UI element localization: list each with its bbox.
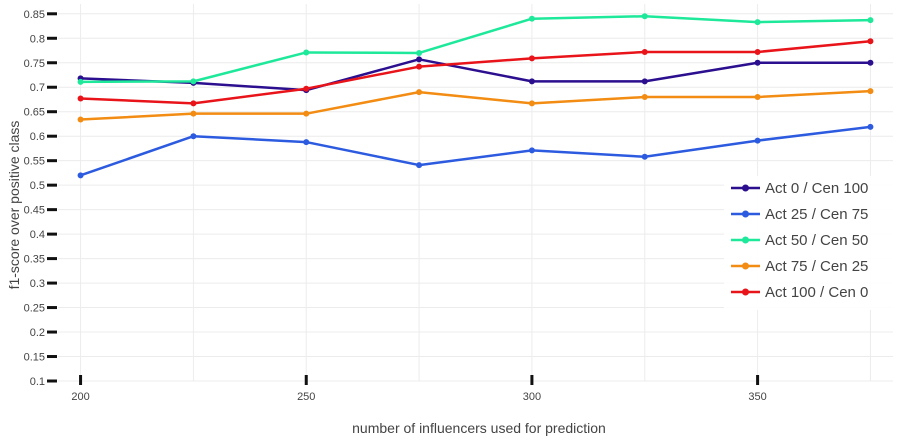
data-point (303, 110, 310, 117)
series-line (79, 58, 872, 92)
data-point (867, 88, 874, 95)
data-point (190, 110, 197, 117)
data-point (77, 116, 84, 123)
data-point (190, 100, 197, 107)
legend-label: Act 100 / Cen 0 (765, 284, 868, 301)
series-layer (77, 13, 874, 179)
data-point (416, 162, 423, 169)
legend-label: Act 50 / Cen 50 (765, 232, 868, 249)
y-tick-label: 0.5 (30, 180, 45, 192)
y-tick-label: 0.7 (30, 82, 45, 94)
y-tick-label: 0.75 (24, 58, 45, 70)
series-line (79, 39, 872, 105)
data-point (303, 49, 310, 56)
series-4 (77, 38, 874, 107)
y-tick-label: 0.1 (30, 376, 45, 388)
data-point (641, 78, 648, 85)
legend[interactable]: Act 0 / Cen 100 Act 25 / Cen 75 Act 50 / C… (724, 176, 896, 310)
data-point (754, 59, 761, 66)
data-point (528, 55, 535, 62)
data-point (416, 89, 423, 96)
y-tick-label: 0.8 (30, 33, 45, 45)
data-point (303, 139, 310, 146)
y-tick-label: 0.4 (30, 229, 45, 241)
data-point (416, 49, 423, 56)
data-point (416, 63, 423, 70)
data-point (77, 172, 84, 179)
legend-swatch-marker (742, 236, 749, 244)
data-point (77, 78, 84, 85)
legend-label: Act 25 / Cen 75 (765, 206, 868, 223)
data-point (867, 59, 874, 66)
series-0 (77, 56, 874, 94)
legend-item[interactable]: Act 0 / Cen 100 (731, 180, 868, 197)
data-point (303, 85, 310, 92)
y-tick-label: 0.15 (24, 352, 45, 364)
legend-swatch-marker (742, 288, 749, 296)
data-point (528, 15, 535, 22)
x-tick-label: 250 (297, 391, 315, 403)
data-point (528, 100, 535, 107)
legend-item[interactable]: Act 25 / Cen 75 (731, 206, 868, 223)
x-tick-label: 300 (523, 391, 541, 403)
x-axis: 200 250 300 350 (71, 375, 767, 403)
data-point (641, 48, 648, 55)
data-point (754, 137, 761, 144)
x-tick-label: 350 (748, 391, 766, 403)
series-line (79, 125, 872, 177)
data-point (754, 48, 761, 55)
data-point (528, 147, 535, 154)
data-point (190, 133, 197, 140)
data-point (754, 94, 761, 101)
data-point (77, 95, 84, 102)
series-2 (77, 13, 874, 85)
legend-item[interactable]: Act 100 / Cen 0 (731, 284, 868, 301)
y-tick-label: 0.3 (30, 278, 45, 290)
legend-item[interactable]: Act 75 / Cen 25 (731, 258, 868, 275)
data-point (416, 56, 423, 63)
y-tick-label: 0.55 (24, 156, 45, 168)
x-axis-title: number of influencers used for predictio… (352, 420, 606, 436)
series-line (79, 14, 872, 84)
y-tick-label: 0.2 (30, 327, 45, 339)
data-point (190, 78, 197, 85)
y-tick-label: 0.25 (24, 303, 45, 315)
legend-label: Act 75 / Cen 25 (765, 258, 868, 275)
data-point (867, 38, 874, 45)
y-tick-label: 0.45 (24, 205, 45, 217)
y-axis-title: f1-score over positive class (6, 121, 22, 290)
data-point (754, 19, 761, 26)
series-1 (77, 123, 874, 179)
y-tick-label: 0.65 (24, 107, 45, 119)
y-tick-label: 0.85 (24, 9, 45, 21)
series-3 (77, 88, 874, 123)
data-point (641, 13, 648, 20)
legend-swatch-marker (742, 262, 749, 270)
y-tick-label: 0.6 (30, 131, 45, 143)
legend-item[interactable]: Act 50 / Cen 50 (731, 232, 868, 249)
x-tick-label: 200 (71, 391, 89, 403)
legend-background (724, 176, 896, 310)
data-point (641, 94, 648, 101)
y-tick-label: 0.35 (24, 254, 45, 266)
y-axis: 0.1 0.15 0.2 0.25 0.3 0.35 0.4 0.45 0.5 0.55 0.6 0.… (24, 9, 57, 388)
data-point (641, 153, 648, 160)
legend-swatch-marker (742, 184, 749, 192)
data-point (867, 17, 874, 24)
legend-label: Act 0 / Cen 100 (765, 180, 868, 197)
data-point (867, 123, 874, 130)
legend-swatch-marker (742, 210, 749, 218)
data-point (528, 78, 535, 85)
series-line (79, 89, 872, 121)
